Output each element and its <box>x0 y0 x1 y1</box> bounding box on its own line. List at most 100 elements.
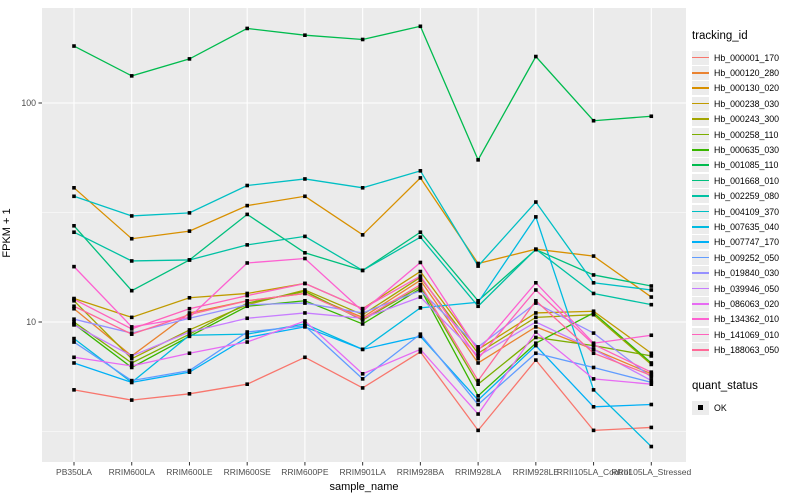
data-point <box>418 286 423 291</box>
legend-quant-items: OK <box>692 400 798 415</box>
data-point <box>534 301 538 305</box>
legend-item: Hb_000238_030 <box>692 96 798 111</box>
legend-line-swatch <box>692 287 709 290</box>
data-point <box>72 264 76 269</box>
data-point <box>72 361 76 365</box>
y-axis-title: FPKM + 1 <box>1 208 13 258</box>
data-point <box>476 398 480 402</box>
legend-item-label: Hb_002259_080 <box>714 191 780 202</box>
legend-item-label: Hb_039946_050 <box>714 283 780 294</box>
data-point <box>187 258 192 262</box>
legend-item: Hb_009252_050 <box>692 250 798 265</box>
legend-key-line-icon <box>692 343 709 358</box>
data-point <box>72 336 76 341</box>
data-point <box>591 405 596 409</box>
data-point <box>72 186 76 190</box>
data-point <box>649 354 654 358</box>
data-point <box>534 247 538 251</box>
data-point <box>649 402 654 407</box>
data-point <box>476 300 480 305</box>
data-point <box>591 281 596 285</box>
data-point <box>591 331 596 335</box>
data-point <box>360 347 365 352</box>
data-point <box>187 392 192 396</box>
legend-title-quant-status: quant_status <box>692 379 758 392</box>
data-point <box>591 254 596 258</box>
data-point <box>476 378 480 383</box>
data-point <box>303 234 307 239</box>
legend-key-line-icon <box>692 327 709 342</box>
data-point <box>129 74 134 78</box>
data-point <box>418 176 423 180</box>
data-point <box>534 320 538 324</box>
legend-item: Hb_188063_050 <box>692 342 798 358</box>
data-point <box>418 230 423 235</box>
legend-key-line-icon <box>692 96 709 111</box>
data-point <box>534 341 538 346</box>
data-point <box>187 315 192 320</box>
data-point <box>245 382 249 386</box>
legend-item: Hb_004109_370 <box>692 204 798 219</box>
x-tick-label: RRIM928LE <box>513 467 560 477</box>
legend-quant-label: OK <box>714 402 727 413</box>
data-point <box>534 358 538 362</box>
legend-line-swatch <box>692 302 709 305</box>
legend-key-line-icon <box>692 189 709 204</box>
data-point <box>360 372 365 376</box>
legend-item-label: Hb_001085_110 <box>714 160 779 171</box>
data-point <box>476 348 480 353</box>
data-point <box>129 325 134 329</box>
legend-key-line-icon <box>692 173 709 188</box>
legend-key-line-icon <box>692 219 709 234</box>
legend-item-label: Hb_001668_010 <box>714 175 780 186</box>
legend-item: Hb_086063_020 <box>692 296 798 311</box>
x-tick-label: RRIM901LA <box>339 467 386 477</box>
legend-line-swatch <box>692 179 709 182</box>
legend-key-line-icon <box>692 250 709 265</box>
data-point <box>72 230 76 235</box>
data-point <box>649 351 654 356</box>
data-point <box>245 302 249 307</box>
data-point <box>476 264 480 268</box>
y-tick-label: 100 <box>21 98 36 108</box>
legend-line-swatch <box>692 164 709 167</box>
data-point <box>129 288 134 293</box>
data-point <box>418 306 423 310</box>
legend-line-swatch <box>692 256 709 259</box>
data-point <box>534 54 538 59</box>
data-point <box>129 236 134 241</box>
data-point <box>418 260 423 265</box>
data-point <box>360 306 365 311</box>
legend-line-swatch <box>692 349 709 351</box>
data-point <box>418 278 423 283</box>
data-point <box>591 291 596 296</box>
data-point <box>303 33 307 37</box>
data-point <box>418 235 423 239</box>
data-point <box>360 233 365 237</box>
data-point <box>534 311 538 315</box>
legend-item: Hb_000258_110 <box>692 127 798 142</box>
data-point <box>187 333 192 338</box>
x-axis-title: sample_name <box>329 481 399 493</box>
data-point <box>245 26 249 31</box>
data-point <box>72 304 76 309</box>
data-point <box>534 315 538 320</box>
data-point <box>649 288 654 292</box>
legend-key-line-icon <box>692 204 709 219</box>
legend-key-line-icon <box>692 112 709 127</box>
data-point <box>303 355 307 360</box>
legend-item: Hb_019840_030 <box>692 265 798 281</box>
data-point <box>534 335 538 340</box>
legend-item: Hb_039946_050 <box>692 281 798 296</box>
data-point <box>360 386 365 390</box>
data-point <box>303 256 307 261</box>
legend-line-swatch <box>692 318 709 320</box>
data-point <box>129 356 134 361</box>
x-tick-label: RRIM600SE <box>224 467 272 477</box>
data-point <box>649 333 654 338</box>
legend-item-label: Hb_000238_030 <box>714 98 780 109</box>
data-point <box>72 44 76 48</box>
legend-item-label: Hb_000635_030 <box>714 145 780 156</box>
x-tick-label: RRIM928LA <box>455 467 502 477</box>
data-point <box>534 325 538 329</box>
